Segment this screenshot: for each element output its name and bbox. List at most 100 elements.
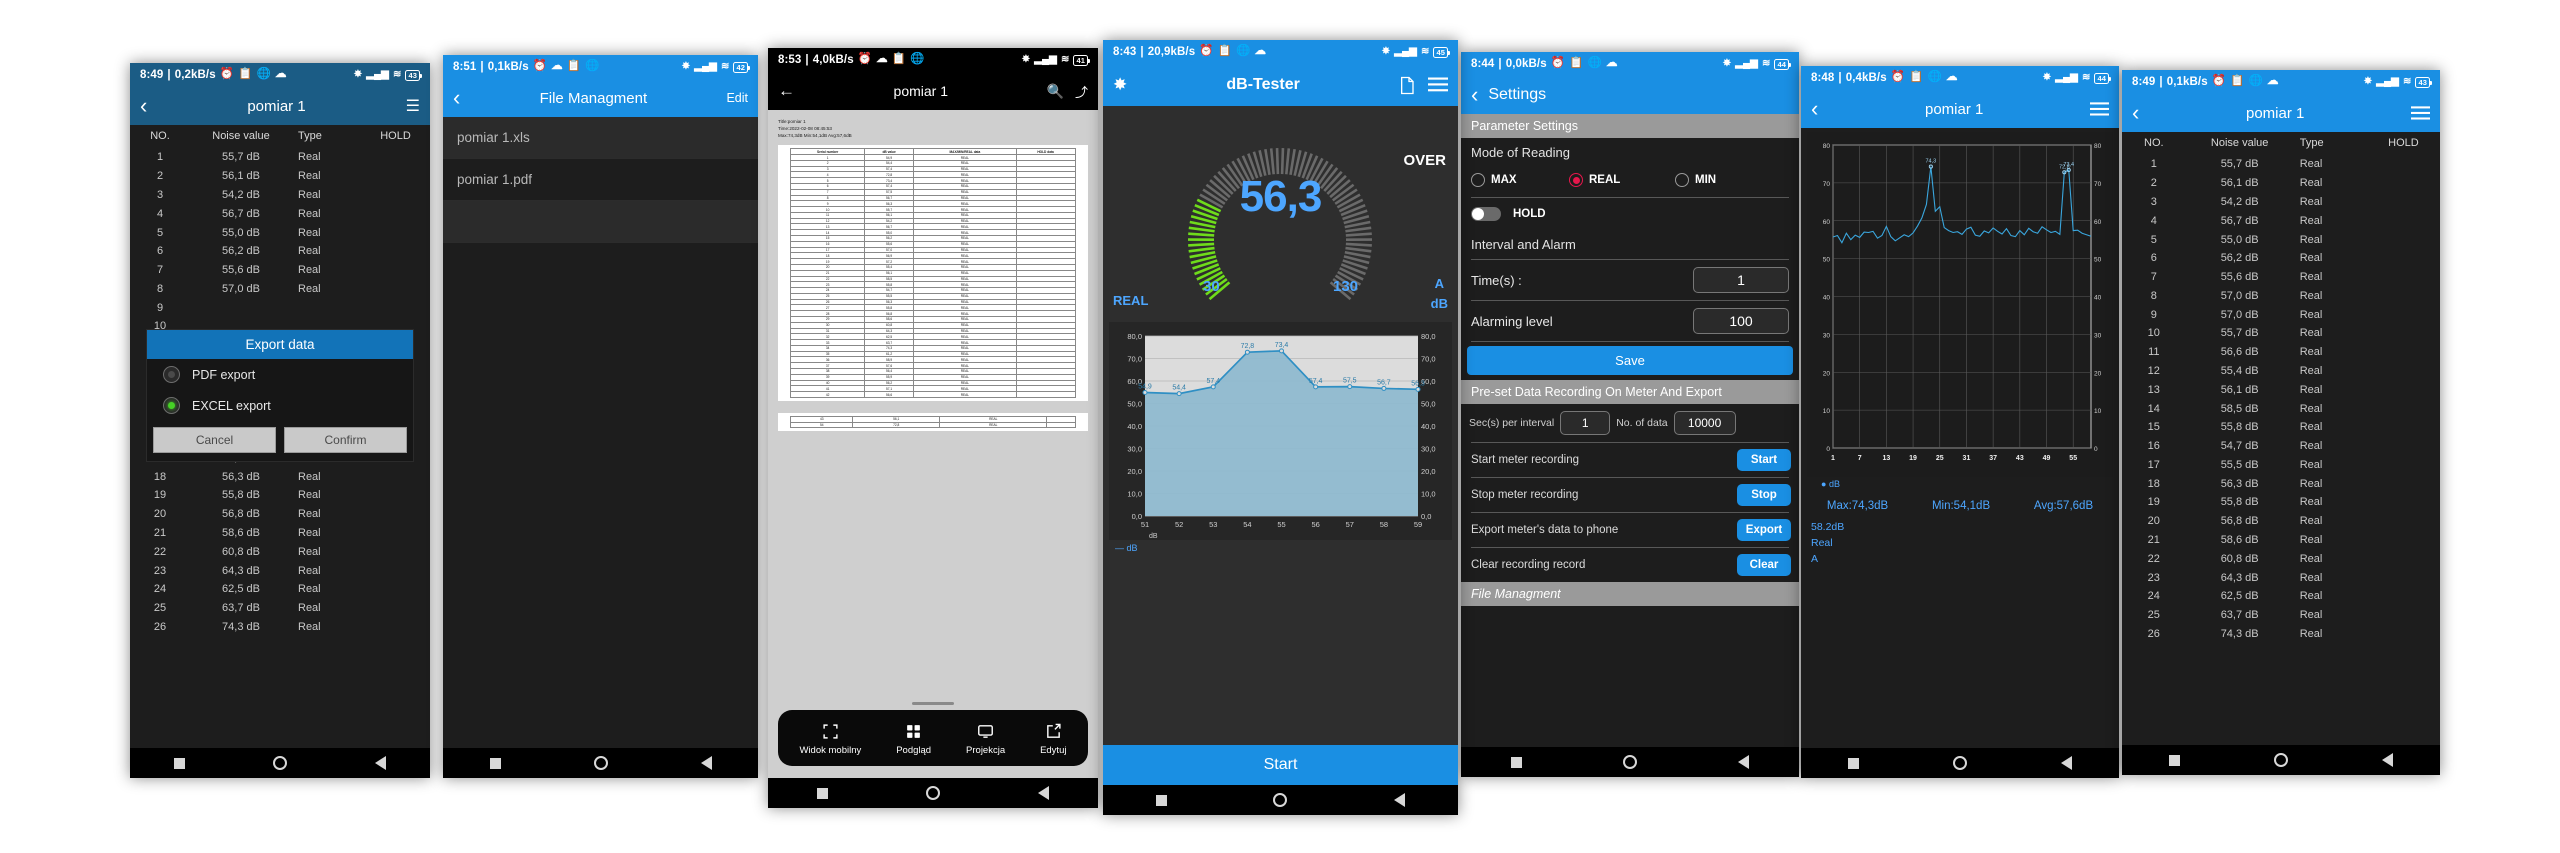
table-row[interactable]: 24 54,7 REAL (790, 287, 1076, 294)
data-point[interactable] (1142, 389, 1148, 395)
hold-toggle[interactable] (1471, 207, 1501, 221)
back-icon[interactable] (700, 756, 712, 770)
table-row[interactable]: 18 56,3 dB Real (130, 467, 430, 486)
back-icon[interactable] (1737, 755, 1749, 769)
table-row[interactable]: 3 54,2 dB Real (2122, 193, 2440, 212)
option-pdf-export[interactable]: PDF export (147, 359, 413, 390)
table-row[interactable]: 23 64,3 dB Real (130, 561, 430, 580)
table-row[interactable]: 24 62,5 dB Real (130, 580, 430, 599)
table-row[interactable]: 17 55,5 dB Real (2122, 456, 2440, 475)
hamburger-menu-icon[interactable]: ☰ (405, 98, 420, 115)
table-row[interactable]: 43 56,1 REAL (790, 415, 1076, 423)
drag-handle[interactable] (912, 702, 954, 705)
data-point[interactable] (1176, 391, 1182, 397)
table-row[interactable]: 26 74,3 dB Real (130, 618, 430, 637)
hamburger-menu-icon[interactable] (1428, 77, 1448, 93)
table-row[interactable]: 30 60,8 REAL (790, 321, 1076, 329)
table-row[interactable]: 20 56,8 dB Real (2122, 512, 2440, 531)
clear-button[interactable]: Clear (1737, 554, 1791, 576)
start-button[interactable]: Start (1737, 449, 1791, 471)
data-point[interactable] (1415, 386, 1421, 392)
recents-icon[interactable] (489, 757, 501, 769)
recents-icon[interactable] (2169, 754, 2180, 766)
toolbar-item-preview[interactable]: Podgląd (896, 723, 931, 756)
table-row[interactable]: 6 56,2 dB Real (2122, 249, 2440, 268)
table-row[interactable]: 18 56,3 dB Real (2122, 474, 2440, 493)
bluetooth-icon[interactable]: ✸ (1113, 75, 1128, 94)
table-row[interactable]: 25 63,7 dB Real (130, 599, 430, 618)
data-point[interactable] (1244, 349, 1250, 355)
recents-icon[interactable] (1511, 756, 1523, 768)
table-row[interactable]: 16 54,7 dB Real (2122, 437, 2440, 456)
table-row[interactable]: 4 56,7 dB Real (2122, 211, 2440, 230)
table-row[interactable]: 22 60,8 dB Real (2122, 549, 2440, 568)
table-row[interactable]: 35 61,2 REAL (790, 350, 1076, 358)
list-item[interactable]: pomiar 1.pdf (443, 159, 758, 201)
radio-max[interactable]: MAX (1471, 173, 1559, 187)
toolbar-item-mobile-view[interactable]: Widok mobilny (799, 723, 861, 756)
recents-icon[interactable] (1156, 794, 1168, 806)
table-row[interactable]: 40 56,2 REAL (790, 379, 1076, 387)
radio-pdf-icon[interactable] (163, 366, 180, 383)
table-row[interactable]: 9 57,0 dB Real (2122, 305, 2440, 324)
table-row[interactable]: 25 55,5 REAL (790, 292, 1076, 300)
data-point[interactable] (1313, 384, 1319, 390)
table-row[interactable]: 23 55,8 REAL (790, 281, 1076, 289)
table-row[interactable]: 42 56,6 REAL (790, 391, 1076, 398)
table-row[interactable]: 19 55,8 dB Real (2122, 493, 2440, 512)
hold-toggle-row[interactable]: HOLD (1461, 198, 1799, 230)
table-row[interactable]: 34 74,3 REAL (790, 344, 1076, 352)
back-icon[interactable] (375, 756, 386, 770)
table-row[interactable]: 8 57,0 dB Real (2122, 286, 2440, 305)
table-row[interactable]: 41 57,1 REAL (790, 385, 1076, 393)
chevron-left-icon[interactable]: ‹ (1811, 96, 1819, 121)
table-row[interactable]: 26 74,3 dB Real (2122, 625, 2440, 644)
data-point[interactable] (1928, 164, 1933, 169)
radio-real[interactable]: REAL (1569, 173, 1665, 187)
home-icon[interactable] (593, 756, 608, 770)
save-button[interactable]: Save (1467, 346, 1793, 375)
back-icon[interactable] (1393, 793, 1405, 807)
table-row[interactable]: 32 62,5 REAL (790, 333, 1076, 341)
table-row[interactable]: 8 57,0 dB Real (130, 279, 430, 298)
table-row[interactable]: 21 56,1 REAL (790, 269, 1076, 277)
table-row[interactable]: 13 56,1 dB Real (2122, 380, 2440, 399)
table-row[interactable]: 1 55,7 dB Real (2122, 155, 2440, 174)
table-row[interactable]: 9 (130, 298, 430, 317)
table-row[interactable]: 4 56,7 dB Real (130, 204, 430, 223)
table-row[interactable]: 24 62,5 dB Real (2122, 587, 2440, 606)
table-row[interactable]: 25 63,7 dB Real (2122, 606, 2440, 625)
edit-button[interactable]: Edit (726, 91, 748, 105)
toolbar-item-edit[interactable]: Edytuj (1040, 723, 1066, 756)
table-row[interactable]: 11 56,6 dB Real (2122, 343, 2440, 362)
confirm-button[interactable]: Confirm (284, 427, 407, 453)
back-icon[interactable] (1038, 786, 1049, 800)
data-point[interactable] (1381, 385, 1387, 391)
back-icon[interactable] (2061, 756, 2072, 770)
table-row[interactable]: 20 56,8 dB Real (130, 505, 430, 524)
table-row[interactable]: 23 64,3 dB Real (2122, 568, 2440, 587)
sec-per-interval-input[interactable]: 1 (1560, 411, 1611, 435)
export-button[interactable]: Export (1737, 519, 1791, 541)
start-button[interactable]: Start (1103, 745, 1458, 785)
chevron-left-icon[interactable]: ‹ (453, 85, 461, 110)
back-icon[interactable] (2382, 753, 2393, 767)
file-icon[interactable] (1399, 76, 1415, 95)
table-row[interactable]: 39 55,9 REAL (790, 373, 1076, 381)
table-row[interactable]: 15 55,8 dB Real (2122, 418, 2440, 437)
table-row[interactable]: 2 56,1 dB Real (130, 167, 430, 186)
recents-icon[interactable] (817, 787, 828, 799)
section-file-management[interactable]: File Managment (1461, 582, 1799, 606)
home-icon[interactable] (1622, 755, 1637, 769)
table-row[interactable]: 29 58,6 REAL (790, 316, 1076, 323)
data-point[interactable] (2066, 167, 2071, 173)
table-row[interactable]: 22 58,5 REAL (790, 275, 1076, 283)
table-row[interactable]: 21 58,6 dB Real (130, 524, 430, 543)
search-icon[interactable]: 🔍 (1046, 82, 1064, 99)
hamburger-menu-icon[interactable] (2090, 101, 2109, 117)
cancel-button[interactable]: Cancel (153, 427, 276, 453)
time-input[interactable]: 1 (1693, 267, 1789, 293)
table-row[interactable]: 27 55,8 REAL (790, 304, 1076, 312)
hamburger-menu-icon[interactable] (2411, 105, 2430, 121)
radio-min[interactable]: MIN (1675, 173, 1716, 187)
